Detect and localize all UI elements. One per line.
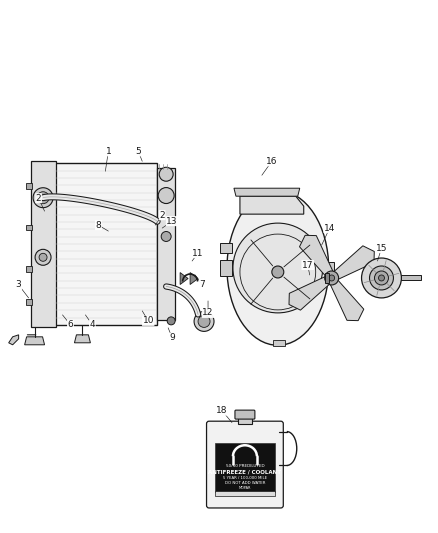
Text: 8: 8	[95, 221, 101, 230]
Circle shape	[159, 167, 173, 181]
Circle shape	[39, 253, 47, 261]
Polygon shape	[74, 335, 90, 343]
Circle shape	[158, 188, 174, 204]
Polygon shape	[332, 246, 374, 281]
Circle shape	[233, 223, 323, 313]
Bar	[325, 276, 328, 280]
Circle shape	[272, 266, 284, 278]
Text: DO NOT ADD WATER: DO NOT ADD WATER	[225, 481, 265, 484]
Bar	[215, 442, 275, 491]
Text: 18: 18	[216, 406, 228, 415]
Text: 15: 15	[376, 244, 387, 253]
Bar	[157, 168, 175, 320]
Text: 16: 16	[266, 157, 278, 166]
Bar	[25, 266, 32, 272]
Bar	[53, 163, 157, 325]
Ellipse shape	[227, 191, 328, 345]
Polygon shape	[240, 196, 304, 214]
Bar	[220, 243, 232, 253]
Circle shape	[167, 317, 175, 325]
Bar	[238, 415, 252, 424]
Polygon shape	[300, 235, 334, 278]
Bar	[25, 224, 32, 230]
Text: ANTIFREEZE / COOLANT: ANTIFREEZE / COOLANT	[208, 470, 282, 474]
Text: 5: 5	[135, 147, 141, 156]
Text: 50/50 PREDILUTED: 50/50 PREDILUTED	[226, 464, 264, 468]
Circle shape	[361, 258, 401, 298]
Text: 1: 1	[106, 147, 111, 156]
Circle shape	[194, 311, 214, 332]
FancyBboxPatch shape	[235, 410, 255, 419]
Circle shape	[37, 192, 49, 204]
Bar	[401, 276, 421, 280]
Circle shape	[161, 231, 171, 241]
Polygon shape	[9, 335, 19, 345]
Circle shape	[328, 275, 335, 281]
Polygon shape	[180, 272, 188, 285]
Circle shape	[198, 316, 210, 327]
Bar	[25, 299, 32, 305]
Bar	[25, 183, 32, 189]
Polygon shape	[190, 272, 198, 285]
Text: 2: 2	[36, 193, 41, 203]
Text: 10: 10	[142, 317, 154, 325]
Text: 4: 4	[90, 320, 95, 329]
Polygon shape	[234, 188, 300, 196]
Text: 6: 6	[67, 320, 73, 329]
FancyBboxPatch shape	[207, 421, 283, 508]
Circle shape	[325, 271, 339, 285]
Text: 9: 9	[169, 333, 175, 342]
Text: 17: 17	[302, 261, 314, 270]
Text: 13: 13	[166, 216, 178, 225]
Circle shape	[378, 275, 385, 281]
Circle shape	[370, 266, 393, 290]
Circle shape	[374, 271, 389, 285]
Bar	[273, 340, 285, 346]
Bar	[220, 260, 232, 276]
Bar	[325, 273, 328, 283]
Polygon shape	[329, 278, 364, 321]
Text: 2: 2	[159, 211, 165, 220]
Text: 7: 7	[199, 280, 205, 289]
Bar	[215, 490, 275, 496]
Bar	[324, 262, 334, 274]
Text: 3: 3	[16, 280, 21, 289]
Text: 12: 12	[202, 309, 214, 317]
Polygon shape	[289, 275, 332, 310]
Text: 5 YEAR / 100,000 MILE: 5 YEAR / 100,000 MILE	[223, 476, 267, 480]
Bar	[31, 161, 56, 327]
Circle shape	[33, 188, 53, 208]
Polygon shape	[25, 337, 45, 345]
Circle shape	[35, 249, 51, 265]
Text: 14: 14	[324, 224, 336, 232]
Text: MOPAR: MOPAR	[239, 486, 251, 490]
Text: 11: 11	[192, 248, 204, 257]
